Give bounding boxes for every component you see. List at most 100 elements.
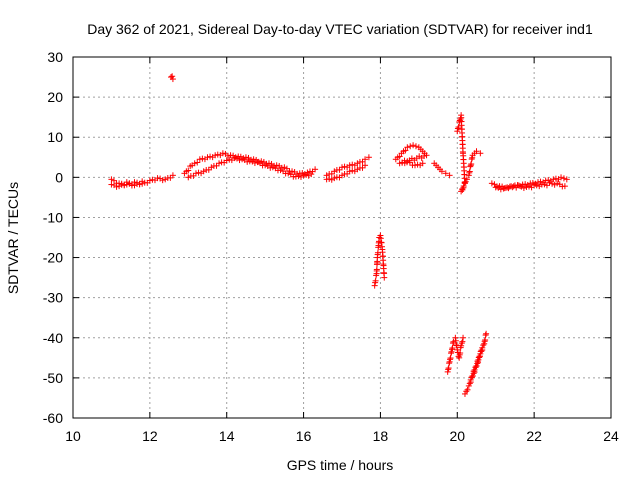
data-point — [463, 388, 470, 395]
data-point — [113, 183, 120, 190]
data-point — [404, 158, 411, 165]
data-point — [419, 160, 426, 167]
data-point — [185, 167, 192, 174]
x-axis: 10 12 14 16 18 20 22 24 — [65, 57, 619, 444]
data-point — [216, 160, 223, 167]
chart-title: Day 362 of 2021, Sidereal Day-to-day VTE… — [87, 21, 593, 37]
data-point — [139, 178, 146, 185]
data-point — [469, 373, 476, 380]
y-axis: 30 20 10 0 -10 -20 -30 -40 -50 -60 — [43, 49, 611, 426]
data-point — [123, 179, 130, 186]
data-point — [463, 176, 470, 183]
data-point — [269, 164, 276, 171]
x-axis-label: GPS time / hours — [287, 457, 394, 473]
data-point — [497, 186, 504, 193]
data-point — [167, 174, 174, 181]
data-point — [224, 152, 231, 159]
data-point — [374, 249, 381, 256]
data-point — [249, 158, 256, 165]
data-point — [205, 166, 212, 173]
data-point — [349, 167, 356, 174]
x-tick-label: 16 — [296, 428, 312, 444]
data-point — [550, 176, 557, 183]
data-point — [476, 353, 483, 360]
data-point — [531, 181, 538, 188]
data-point — [303, 171, 310, 178]
data-point — [169, 73, 176, 80]
data-point — [483, 330, 490, 337]
data-point — [520, 185, 527, 192]
data-point — [121, 181, 128, 188]
data-point — [515, 182, 522, 189]
data-point — [518, 183, 525, 190]
data-point — [204, 154, 211, 161]
data-point — [190, 172, 197, 179]
y-tick-label: 30 — [47, 49, 63, 65]
data-point — [454, 346, 461, 353]
data-point — [561, 183, 568, 190]
data-point — [541, 181, 548, 188]
data-point — [467, 376, 474, 383]
data-point — [108, 176, 115, 183]
data-point — [406, 159, 413, 166]
data-point — [471, 366, 478, 373]
data-point — [108, 181, 115, 188]
data-point — [460, 184, 467, 191]
data-points — [108, 73, 570, 397]
data-point — [159, 177, 166, 184]
data-point — [212, 152, 219, 159]
data-point — [458, 340, 465, 347]
y-tick-label: 10 — [47, 129, 63, 145]
data-point — [396, 160, 403, 167]
data-point — [191, 160, 198, 167]
data-point — [461, 390, 468, 397]
data-point — [273, 162, 280, 169]
data-point — [254, 159, 261, 166]
data-point — [359, 164, 366, 171]
data-point — [410, 142, 417, 149]
data-point — [404, 144, 411, 151]
y-tick-label: -20 — [43, 250, 63, 266]
data-point — [262, 162, 269, 169]
data-point — [242, 154, 249, 161]
data-point — [473, 363, 480, 370]
y-tick-label: -10 — [43, 209, 63, 225]
data-point — [312, 166, 319, 173]
data-point — [468, 374, 475, 381]
data-point — [470, 368, 477, 375]
data-point — [244, 158, 251, 165]
data-point — [522, 181, 529, 188]
data-point — [552, 175, 559, 182]
data-point — [219, 150, 226, 157]
data-point — [554, 180, 561, 187]
data-point — [473, 148, 480, 155]
data-point — [283, 165, 290, 172]
data-point — [479, 344, 486, 351]
data-point — [339, 164, 345, 171]
data-point — [480, 342, 487, 349]
data-point — [192, 170, 199, 177]
data-point — [331, 175, 338, 182]
data-point — [446, 172, 453, 179]
data-point — [185, 174, 192, 181]
data-point — [537, 178, 544, 185]
data-point — [560, 175, 567, 182]
data-point — [362, 162, 369, 169]
data-point — [549, 180, 556, 187]
data-point — [354, 166, 361, 173]
data-point — [214, 151, 221, 158]
plot-frame — [72, 56, 612, 419]
data-point — [195, 169, 202, 176]
data-point — [510, 183, 517, 190]
data-point — [458, 342, 465, 349]
data-point — [265, 160, 272, 167]
data-point — [460, 334, 467, 341]
data-point — [308, 171, 315, 178]
data-point — [208, 164, 215, 171]
data-point — [528, 184, 535, 191]
data-point — [500, 185, 507, 192]
data-point — [414, 161, 421, 168]
data-point — [526, 183, 533, 190]
data-point — [213, 162, 220, 169]
data-point — [200, 168, 207, 175]
